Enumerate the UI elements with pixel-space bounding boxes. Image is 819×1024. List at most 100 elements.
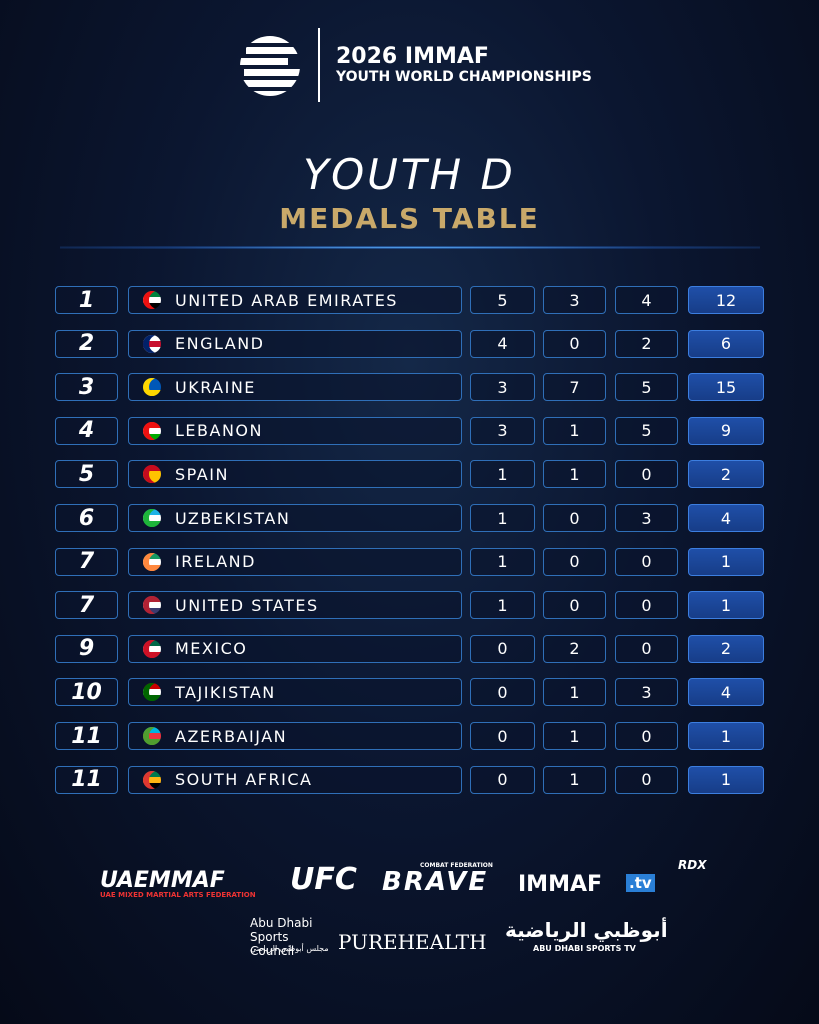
sponsor-adtv-ar: أبوظبي الرياضية bbox=[505, 918, 668, 942]
sponsor-brave: BRAVE bbox=[382, 867, 489, 897]
bronze-cell: 0 bbox=[615, 591, 678, 620]
country-cell: UZBEKISTAN bbox=[128, 504, 462, 532]
total-cell: 1 bbox=[688, 722, 764, 750]
country-cell: UNITED STATES bbox=[128, 591, 462, 620]
flag-icon bbox=[143, 509, 161, 527]
silver-cell: 0 bbox=[543, 591, 606, 620]
rank-cell: 7 bbox=[55, 591, 118, 620]
gold-cell: 3 bbox=[470, 373, 535, 402]
rank-cell: 10 bbox=[55, 678, 118, 707]
sponsor-adsc-ar: مجلس أبوظبي الرياضي bbox=[250, 944, 329, 953]
event-line2: YOUTH WORLD CHAMPIONSHIPS bbox=[336, 69, 592, 85]
total-cell: 1 bbox=[688, 591, 764, 620]
total-cell: 15 bbox=[688, 373, 764, 402]
gold-cell: 1 bbox=[470, 547, 535, 576]
rank-cell: 4 bbox=[55, 416, 118, 445]
country-cell: MEXICO bbox=[128, 634, 462, 663]
sponsor-immaf: IMMAF bbox=[518, 872, 603, 897]
silver-cell: 7 bbox=[543, 373, 606, 402]
flag-icon bbox=[143, 596, 161, 615]
gold-cell: 1 bbox=[470, 460, 535, 489]
flag-icon bbox=[143, 770, 161, 789]
silver-cell: 1 bbox=[543, 460, 606, 489]
total-cell: 2 bbox=[688, 634, 764, 663]
silver-cell: 0 bbox=[543, 504, 606, 532]
country-cell: SOUTH AFRICA bbox=[128, 765, 462, 794]
silver-cell: 1 bbox=[543, 722, 606, 750]
bronze-cell: 3 bbox=[615, 678, 678, 707]
country-cell: LEBANON bbox=[128, 416, 462, 445]
bronze-cell: 0 bbox=[615, 634, 678, 663]
rank-cell: 1 bbox=[55, 286, 118, 314]
gold-cell: 0 bbox=[470, 722, 535, 750]
silver-cell: 1 bbox=[543, 416, 606, 445]
gold-cell: 5 bbox=[470, 286, 535, 314]
flag-icon bbox=[143, 552, 161, 571]
sponsor-uaemmaf: UAEMMAF bbox=[100, 868, 225, 893]
total-cell: 6 bbox=[688, 329, 764, 358]
flag-icon bbox=[143, 334, 161, 353]
country-cell: AZERBAIJAN bbox=[128, 722, 462, 750]
bronze-cell: 4 bbox=[615, 286, 678, 314]
country-cell: TAJIKISTAN bbox=[128, 678, 462, 707]
sponsor-adtv: ABU DHABI SPORTS TV bbox=[533, 944, 636, 953]
bronze-cell: 0 bbox=[615, 722, 678, 750]
gold-cell: 0 bbox=[470, 634, 535, 663]
rank-cell: 3 bbox=[55, 373, 118, 402]
silver-cell: 1 bbox=[543, 765, 606, 794]
title: YOUTH D bbox=[303, 150, 516, 199]
flag-icon bbox=[143, 291, 161, 309]
rank-cell: 5 bbox=[55, 460, 118, 489]
total-cell: 12 bbox=[688, 286, 764, 314]
bronze-cell: 5 bbox=[615, 373, 678, 402]
gold-cell: 1 bbox=[470, 591, 535, 620]
sponsor-ufc: UFC bbox=[290, 862, 357, 897]
country-cell: UKRAINE bbox=[128, 373, 462, 402]
rank-cell: 2 bbox=[55, 329, 118, 358]
glow-line bbox=[60, 246, 760, 249]
rank-cell: 11 bbox=[55, 765, 118, 794]
rank-cell: 9 bbox=[55, 634, 118, 663]
sponsor-immaf-tv: .tv bbox=[626, 874, 655, 892]
flag-icon bbox=[143, 465, 161, 484]
gold-cell: 0 bbox=[470, 765, 535, 794]
silver-cell: 2 bbox=[543, 634, 606, 663]
total-cell: 1 bbox=[688, 765, 764, 794]
total-cell: 1 bbox=[688, 547, 764, 576]
gold-cell: 4 bbox=[470, 329, 535, 358]
event-line1: 2026 IMMAF bbox=[336, 44, 489, 69]
sponsor-brave-sub: COMBAT FEDERATION bbox=[420, 862, 493, 869]
flag-icon bbox=[143, 683, 161, 702]
bronze-cell: 0 bbox=[615, 460, 678, 489]
rank-cell: 7 bbox=[55, 547, 118, 576]
sponsor-uaemmaf-sub: UAE MIXED MARTIAL ARTS FEDERATION bbox=[100, 891, 256, 899]
gold-cell: 1 bbox=[470, 504, 535, 532]
divider bbox=[318, 28, 320, 102]
total-cell: 2 bbox=[688, 460, 764, 489]
flag-icon bbox=[143, 421, 161, 440]
bronze-cell: 2 bbox=[615, 329, 678, 358]
total-cell: 9 bbox=[688, 416, 764, 445]
country-cell: SPAIN bbox=[128, 460, 462, 489]
country-cell: ENGLAND bbox=[128, 329, 462, 358]
flag-icon bbox=[143, 727, 161, 745]
silver-cell: 1 bbox=[543, 678, 606, 707]
logo bbox=[240, 36, 300, 96]
bronze-cell: 5 bbox=[615, 416, 678, 445]
sponsor-purehealth: PUREHEALTH bbox=[338, 930, 487, 954]
silver-cell: 0 bbox=[543, 329, 606, 358]
bronze-cell: 0 bbox=[615, 765, 678, 794]
gold-cell: 0 bbox=[470, 678, 535, 707]
rank-cell: 6 bbox=[55, 504, 118, 532]
sponsor-adsc: Abu Dhabi Sports Council bbox=[250, 916, 313, 958]
total-cell: 4 bbox=[688, 504, 764, 532]
flag-icon bbox=[143, 639, 161, 658]
sponsor-rdx: RDX bbox=[678, 858, 707, 872]
country-cell: UNITED ARAB EMIRATES bbox=[128, 286, 462, 314]
flag-icon bbox=[143, 378, 161, 397]
rank-cell: 11 bbox=[55, 722, 118, 750]
total-cell: 4 bbox=[688, 678, 764, 707]
subtitle: MEDALS TABLE bbox=[279, 202, 540, 235]
bronze-cell: 3 bbox=[615, 504, 678, 532]
